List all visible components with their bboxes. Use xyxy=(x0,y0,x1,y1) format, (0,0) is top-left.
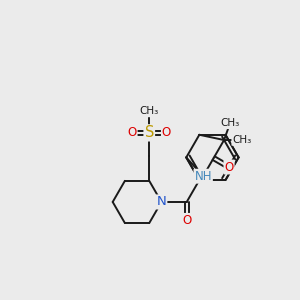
Text: O: O xyxy=(128,126,136,140)
Text: O: O xyxy=(224,160,234,173)
Text: CH₃: CH₃ xyxy=(140,106,159,116)
Text: O: O xyxy=(162,126,171,140)
Text: CH₃: CH₃ xyxy=(220,118,240,128)
Text: NH: NH xyxy=(194,170,212,183)
Text: S: S xyxy=(145,125,154,140)
Text: O: O xyxy=(182,214,191,227)
Text: N: N xyxy=(157,196,166,208)
Text: CH₃: CH₃ xyxy=(232,135,251,145)
